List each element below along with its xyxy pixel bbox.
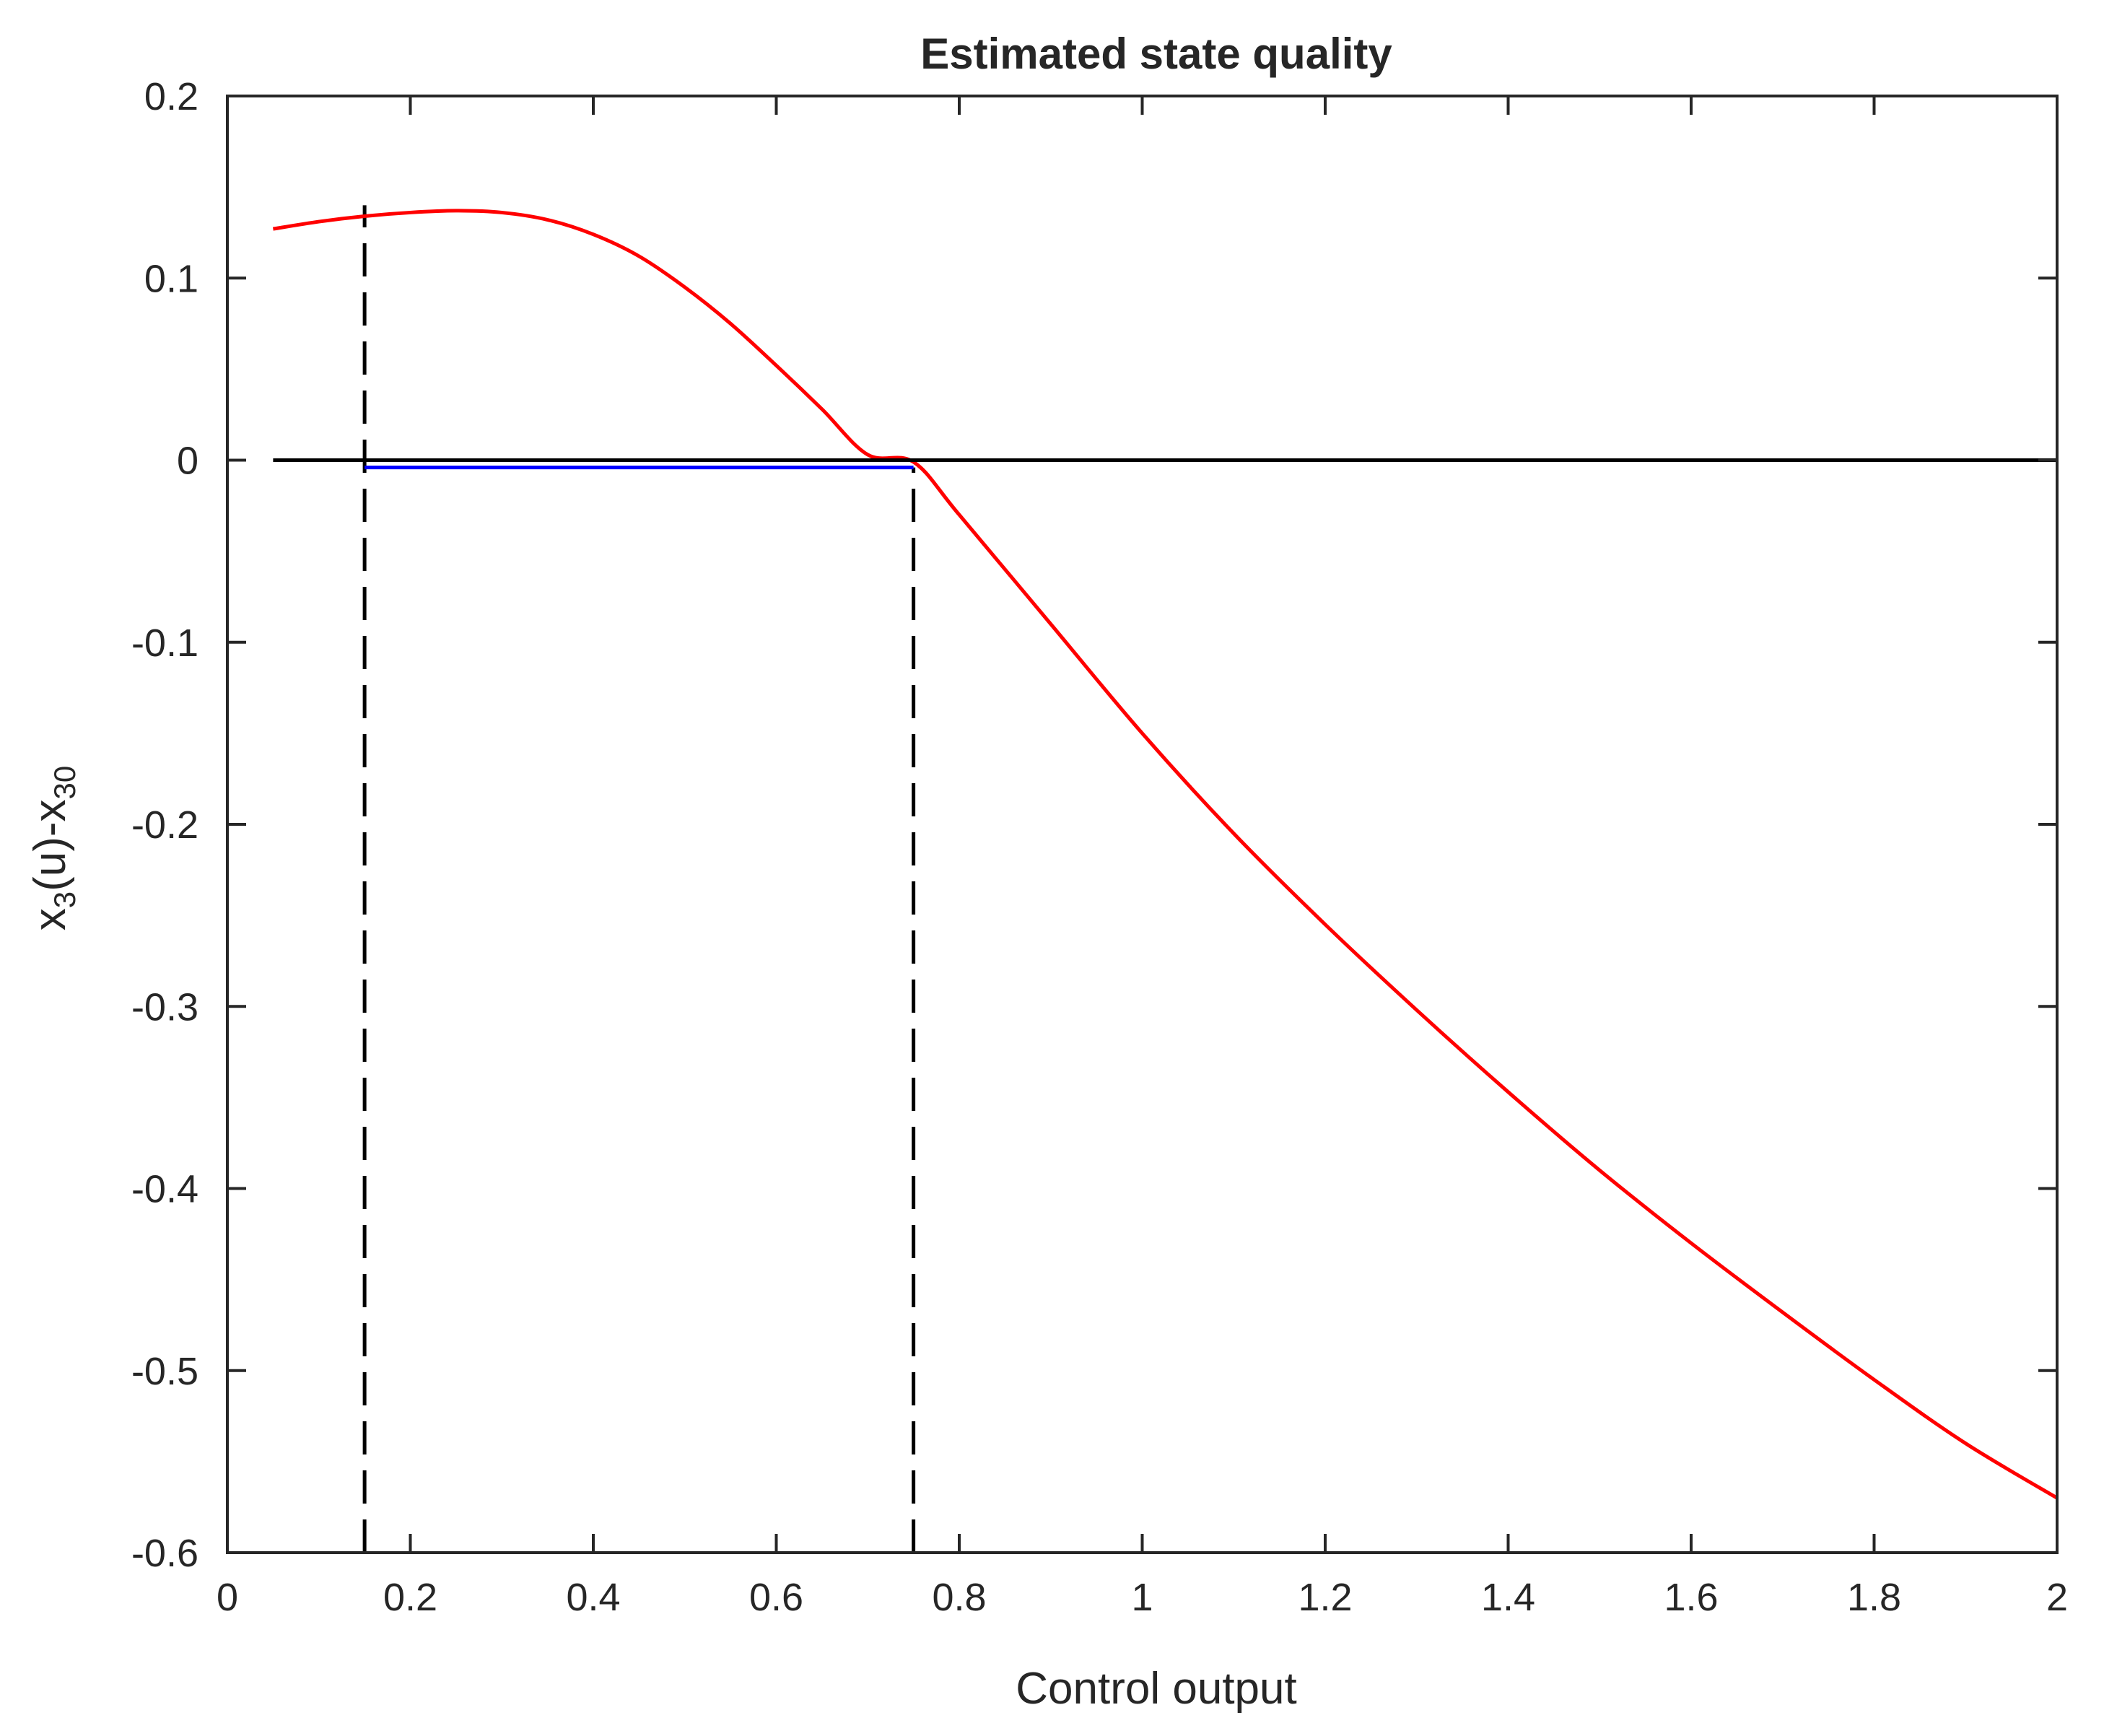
axes-box [226, 95, 2059, 1554]
y-tick-label: -0.1 [131, 621, 198, 665]
y-tick-label: 0 [177, 440, 198, 483]
x-tick-label: 1.2 [1298, 1576, 1352, 1619]
x-tick-label: 1 [1131, 1576, 1153, 1619]
y-axis-label-mid: (u)-x [25, 799, 75, 891]
x-tick-label: 0.6 [749, 1576, 803, 1619]
axes: 0 0.2 0.4 0.6 0.8 1 1.2 1.4 1.6 1.8 2 0.2 0.1 0 -0.1 -0… [131, 75, 2068, 1619]
x-tick-label: 2 [2046, 1576, 2068, 1619]
y-tick-label: -0.3 [131, 985, 198, 1029]
y-tick-label: -0.6 [131, 1532, 198, 1575]
y-tick-label: -0.2 [131, 803, 198, 847]
y-axis-label: x3(u)-x30 [25, 766, 82, 931]
x-tick-label: 1.8 [1847, 1576, 1901, 1619]
y-tick-label: 0.2 [144, 75, 198, 118]
x-tick-label: 1.4 [1481, 1576, 1535, 1619]
x-axis-label: Control output [1016, 1664, 1296, 1714]
chart-title: Estimated state quality [920, 30, 1392, 78]
x-tick-label: 0.8 [932, 1576, 986, 1619]
x-tick-label: 1.6 [1664, 1576, 1718, 1619]
y-tick-label: -0.4 [131, 1168, 198, 1211]
y-axis-label-sub2: 30 [48, 766, 82, 800]
y-axis-label-base1: x [25, 908, 75, 930]
plot-area [272, 205, 2059, 1553]
y-tick-label: -0.5 [131, 1350, 198, 1393]
x-tick-label: 0 [217, 1576, 238, 1619]
series-line-1 [272, 209, 2059, 1500]
y-tick-label: 0.1 [144, 257, 198, 300]
x-tick-label: 0.4 [566, 1576, 620, 1619]
y-axis-label-sub1: 3 [48, 891, 82, 908]
x-tick-label: 0.2 [383, 1576, 437, 1619]
